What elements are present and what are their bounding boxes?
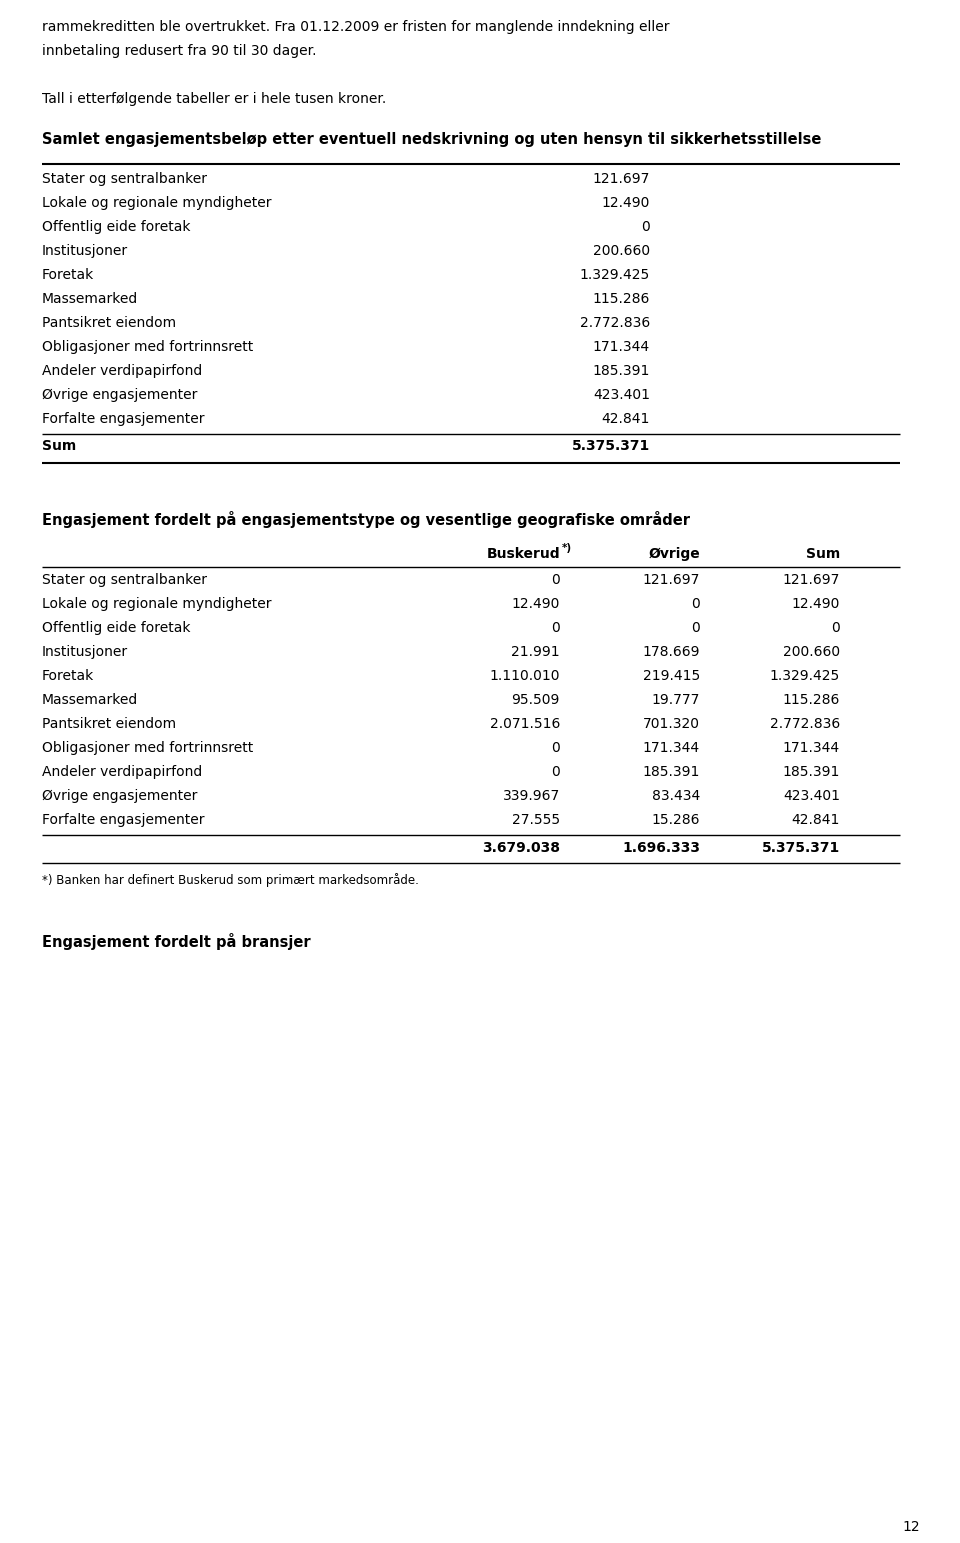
Text: 121.697: 121.697 bbox=[782, 572, 840, 586]
Text: 0: 0 bbox=[691, 597, 700, 611]
Text: Andeler verdipapirfond: Andeler verdipapirfond bbox=[42, 364, 203, 378]
Text: Pantsikret eiendom: Pantsikret eiendom bbox=[42, 717, 176, 731]
Text: Lokale og regionale myndigheter: Lokale og regionale myndigheter bbox=[42, 597, 272, 611]
Text: 339.967: 339.967 bbox=[503, 788, 560, 802]
Text: Offentlig eide foretak: Offentlig eide foretak bbox=[42, 221, 190, 235]
Text: 115.286: 115.286 bbox=[592, 292, 650, 306]
Text: Pantsikret eiendom: Pantsikret eiendom bbox=[42, 316, 176, 330]
Text: 21.991: 21.991 bbox=[512, 645, 560, 659]
Text: 2.772.836: 2.772.836 bbox=[580, 316, 650, 330]
Text: 423.401: 423.401 bbox=[783, 788, 840, 802]
Text: 1.110.010: 1.110.010 bbox=[490, 670, 560, 684]
Text: 0: 0 bbox=[641, 221, 650, 235]
Text: Lokale og regionale myndigheter: Lokale og regionale myndigheter bbox=[42, 196, 272, 210]
Text: 2.772.836: 2.772.836 bbox=[770, 717, 840, 731]
Text: 0: 0 bbox=[831, 620, 840, 636]
Text: 121.697: 121.697 bbox=[642, 572, 700, 586]
Text: 0: 0 bbox=[551, 572, 560, 586]
Text: 12.490: 12.490 bbox=[512, 597, 560, 611]
Text: Engasjement fordelt på bransjer: Engasjement fordelt på bransjer bbox=[42, 934, 311, 950]
Text: *): *) bbox=[562, 543, 572, 552]
Text: innbetaling redusert fra 90 til 30 dager.: innbetaling redusert fra 90 til 30 dager… bbox=[42, 45, 317, 59]
Text: 2.071.516: 2.071.516 bbox=[490, 717, 560, 731]
Text: 42.841: 42.841 bbox=[602, 412, 650, 426]
Text: 185.391: 185.391 bbox=[592, 364, 650, 378]
Text: 219.415: 219.415 bbox=[643, 670, 700, 684]
Text: Institusjoner: Institusjoner bbox=[42, 244, 128, 258]
Text: 1.329.425: 1.329.425 bbox=[580, 268, 650, 282]
Text: Forfalte engasjementer: Forfalte engasjementer bbox=[42, 412, 204, 426]
Text: 121.697: 121.697 bbox=[592, 171, 650, 187]
Text: Offentlig eide foretak: Offentlig eide foretak bbox=[42, 620, 190, 636]
Text: rammekreditten ble overtrukket. Fra 01.12.2009 er fristen for manglende inndekni: rammekreditten ble overtrukket. Fra 01.1… bbox=[42, 20, 669, 34]
Text: Samlet engasjementsbeløp etter eventuell nedskrivning og uten hensyn til sikkerh: Samlet engasjementsbeløp etter eventuell… bbox=[42, 133, 822, 147]
Text: Foretak: Foretak bbox=[42, 268, 94, 282]
Text: Øvrige engasjementer: Øvrige engasjementer bbox=[42, 788, 198, 802]
Text: 701.320: 701.320 bbox=[643, 717, 700, 731]
Text: Institusjoner: Institusjoner bbox=[42, 645, 128, 659]
Text: Sum: Sum bbox=[805, 548, 840, 562]
Text: Stater og sentralbanker: Stater og sentralbanker bbox=[42, 171, 207, 187]
Text: Obligasjoner med fortrinnsrett: Obligasjoner med fortrinnsrett bbox=[42, 741, 253, 755]
Text: 185.391: 185.391 bbox=[782, 765, 840, 779]
Text: 200.660: 200.660 bbox=[782, 645, 840, 659]
Text: 5.375.371: 5.375.371 bbox=[761, 841, 840, 855]
Text: 1.696.333: 1.696.333 bbox=[622, 841, 700, 855]
Text: Sum: Sum bbox=[42, 440, 76, 454]
Text: Engasjement fordelt på engasjementstype og vesentlige geografiske områder: Engasjement fordelt på engasjementstype … bbox=[42, 511, 690, 528]
Text: 12.490: 12.490 bbox=[792, 597, 840, 611]
Text: 423.401: 423.401 bbox=[593, 387, 650, 403]
Text: Massemarked: Massemarked bbox=[42, 693, 138, 707]
Text: 83.434: 83.434 bbox=[652, 788, 700, 802]
Text: 12.490: 12.490 bbox=[602, 196, 650, 210]
Text: 19.777: 19.777 bbox=[652, 693, 700, 707]
Text: Obligasjoner med fortrinnsrett: Obligasjoner med fortrinnsrett bbox=[42, 339, 253, 353]
Text: Øvrige engasjementer: Øvrige engasjementer bbox=[42, 387, 198, 403]
Text: 5.375.371: 5.375.371 bbox=[572, 440, 650, 454]
Text: Buskerud: Buskerud bbox=[487, 548, 560, 562]
Text: 0: 0 bbox=[551, 620, 560, 636]
Text: Stater og sentralbanker: Stater og sentralbanker bbox=[42, 572, 207, 586]
Text: 27.555: 27.555 bbox=[512, 813, 560, 827]
Text: 0: 0 bbox=[691, 620, 700, 636]
Text: 15.286: 15.286 bbox=[652, 813, 700, 827]
Text: 178.669: 178.669 bbox=[642, 645, 700, 659]
Text: 42.841: 42.841 bbox=[792, 813, 840, 827]
Text: 1.329.425: 1.329.425 bbox=[770, 670, 840, 684]
Text: Øvrige: Øvrige bbox=[648, 548, 700, 562]
Text: 171.344: 171.344 bbox=[782, 741, 840, 755]
Text: Foretak: Foretak bbox=[42, 670, 94, 684]
Text: *) Banken har definert Buskerud som primært markedsområde.: *) Banken har definert Buskerud som prim… bbox=[42, 873, 419, 887]
Text: 3.679.038: 3.679.038 bbox=[482, 841, 560, 855]
Text: Tall i etterfølgende tabeller er i hele tusen kroner.: Tall i etterfølgende tabeller er i hele … bbox=[42, 93, 386, 106]
Text: Andeler verdipapirfond: Andeler verdipapirfond bbox=[42, 765, 203, 779]
Text: 95.509: 95.509 bbox=[512, 693, 560, 707]
Text: 12: 12 bbox=[902, 1520, 920, 1534]
Text: 171.344: 171.344 bbox=[593, 339, 650, 353]
Text: 200.660: 200.660 bbox=[593, 244, 650, 258]
Text: Forfalte engasjementer: Forfalte engasjementer bbox=[42, 813, 204, 827]
Text: 115.286: 115.286 bbox=[782, 693, 840, 707]
Text: 0: 0 bbox=[551, 765, 560, 779]
Text: Massemarked: Massemarked bbox=[42, 292, 138, 306]
Text: 171.344: 171.344 bbox=[643, 741, 700, 755]
Text: 185.391: 185.391 bbox=[642, 765, 700, 779]
Text: 0: 0 bbox=[551, 741, 560, 755]
